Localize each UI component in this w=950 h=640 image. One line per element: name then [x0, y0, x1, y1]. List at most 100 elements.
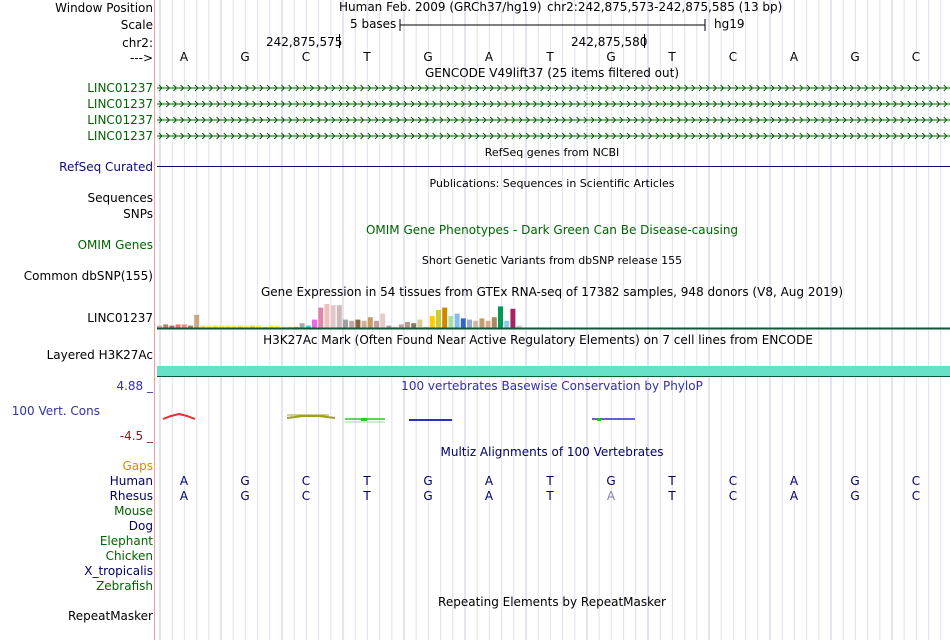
ruler-base: C — [301, 50, 311, 64]
gencode-item-label[interactable]: LINC01237 — [87, 97, 153, 111]
coord-right-tick — [644, 34, 645, 48]
scale-text: 5 bases — [350, 17, 397, 31]
repeatmasker-label[interactable]: RepeatMasker — [67, 609, 153, 623]
ruler-base: C — [911, 50, 921, 64]
gtex-bar — [429, 316, 435, 328]
ruler-base: G — [240, 50, 250, 64]
refseq-gene-line[interactable] — [157, 166, 950, 167]
species-label[interactable]: Mouse — [114, 504, 153, 518]
alignment-base: T — [363, 474, 371, 488]
species-label[interactable]: Zebrafish — [96, 579, 153, 593]
gtex-bar — [219, 325, 224, 328]
gtex-label[interactable]: LINC01237 — [87, 311, 153, 325]
conservation-signal[interactable] — [157, 405, 950, 430]
gtex-bar — [448, 316, 454, 328]
publications-label[interactable]: Sequences — [87, 191, 153, 205]
species-label[interactable]: Chicken — [105, 549, 153, 563]
gtex-bar — [231, 325, 237, 328]
gtex-bar — [485, 320, 491, 328]
alignment-base: G — [240, 474, 250, 488]
gtex-bar — [188, 325, 193, 328]
gtex-bar — [175, 324, 181, 328]
gencode-transcript — [157, 132, 950, 140]
dbsnp-label[interactable]: Common dbSNP(155) — [23, 269, 153, 283]
scale-label: Scale — [120, 18, 153, 32]
gtex-bar — [163, 324, 169, 328]
dbsnp-track-title: Short Genetic Variants from dbSNP releas… — [421, 254, 683, 267]
gtex-bar — [336, 305, 342, 328]
repeatmasker-track-title: Repeating Elements by RepeatMasker — [438, 595, 666, 609]
omim-label[interactable]: OMIM Genes — [77, 238, 153, 252]
strand-label: ---> — [129, 51, 153, 65]
gencode-track-title: GENCODE V49lift37 (25 items filtered out… — [424, 66, 680, 80]
gencode-transcript — [157, 84, 950, 92]
alignment-base: G — [423, 489, 433, 503]
alignment-base: C — [911, 474, 921, 488]
gtex-bar — [169, 325, 175, 328]
gencode-item-label[interactable]: LINC01237 — [87, 113, 153, 127]
gtex-bar — [293, 326, 299, 328]
gtex-bar — [504, 320, 510, 328]
scale-bar — [399, 19, 706, 31]
conservation-track-title: 100 vertebrates Basewise Conservation by… — [401, 379, 703, 393]
species-label[interactable]: X_tropicalis — [84, 564, 153, 578]
alignment-base: A — [484, 489, 494, 503]
alignment-base: T — [668, 489, 676, 503]
gencode-transcript — [157, 116, 950, 124]
alignment-base: G — [240, 489, 250, 503]
gtex-bar — [268, 325, 274, 328]
h3k27ac-label[interactable]: Layered H3K27Ac — [46, 348, 153, 362]
gencode-transcripts[interactable] — [157, 80, 950, 144]
gtex-bar — [287, 326, 293, 328]
alignment-base: C — [728, 489, 738, 503]
snps-label[interactable]: SNPs — [123, 207, 153, 221]
assembly-text: Human Feb. 2009 (GRCh37/hg19) — [339, 0, 542, 14]
coord-left: 242,875,575 — [266, 35, 343, 49]
position-text[interactable]: chr2:242,875,573-242,875,585 (13 bp) — [547, 0, 783, 14]
gtex-expression-bars[interactable] — [157, 300, 950, 330]
gencode-item-label[interactable]: LINC01237 — [87, 129, 153, 143]
gtex-bar — [374, 320, 379, 328]
gtex-bar — [274, 325, 280, 328]
gtex-bar — [423, 326, 429, 328]
alignment-base: G — [850, 474, 860, 488]
gtex-bar — [312, 319, 317, 328]
gtex-bar — [324, 304, 330, 328]
gtex-bar — [299, 323, 305, 328]
gtex-bar — [454, 313, 460, 328]
species-label[interactable]: Human — [109, 474, 153, 488]
gtex-bar — [243, 325, 249, 328]
alignment-base: A — [606, 489, 616, 503]
species-label[interactable]: Elephant — [99, 534, 153, 548]
h3k27ac-signal[interactable] — [157, 366, 950, 376]
alignment-base: T — [546, 489, 554, 503]
alignment-base: T — [546, 474, 554, 488]
gtex-bar — [386, 325, 392, 328]
alignment-base: A — [179, 474, 189, 488]
alignment-base: G — [423, 474, 433, 488]
gtex-bar — [479, 318, 485, 328]
species-label[interactable]: Dog — [128, 519, 153, 533]
alignment-base: G — [606, 474, 616, 488]
gtex-bar — [200, 325, 206, 328]
alignment-base: C — [301, 474, 311, 488]
species-label[interactable]: Rhesus — [109, 489, 153, 503]
gtex-bar — [212, 325, 218, 328]
gtex-bar — [411, 323, 417, 328]
gtex-bar — [361, 320, 367, 328]
gtex-bar — [225, 325, 231, 328]
conservation-label[interactable]: 100 Vert. Cons — [11, 404, 100, 418]
gtex-bar — [473, 320, 479, 328]
gaps-label[interactable]: Gaps — [122, 459, 153, 473]
gtex-track-title: Gene Expression in 54 tissues from GTEx … — [260, 285, 844, 299]
gtex-bar — [157, 325, 162, 328]
refseq-label[interactable]: RefSeq Curated — [59, 160, 153, 174]
conservation-min: -4.5 _ — [119, 429, 153, 443]
gtex-bar — [460, 318, 466, 328]
gtex-bar — [442, 307, 448, 328]
gtex-bar — [355, 319, 361, 328]
gtex-bar — [206, 325, 212, 328]
gencode-item-label[interactable]: LINC01237 — [87, 81, 153, 95]
alignment-base: C — [911, 489, 921, 503]
gtex-bar — [516, 325, 522, 328]
